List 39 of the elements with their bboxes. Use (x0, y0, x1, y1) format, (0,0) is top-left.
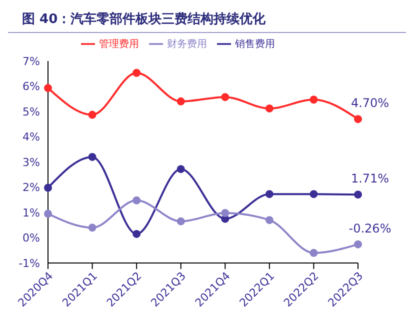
y-tick-label: 6% (22, 80, 40, 94)
point (354, 190, 362, 199)
point (176, 97, 185, 106)
y-tick-label: 2% (22, 181, 40, 194)
point (310, 248, 318, 257)
y-tick-label: 3% (22, 156, 40, 169)
point (132, 68, 141, 77)
y-tick-label: 0% (22, 232, 40, 245)
point (265, 190, 274, 198)
point (88, 152, 96, 161)
point (265, 104, 274, 112)
point (221, 209, 230, 218)
point (88, 224, 96, 232)
legend-label: 管理费用 (99, 39, 139, 50)
y-tick-label: 1% (22, 206, 40, 220)
point (310, 190, 318, 198)
point (132, 196, 141, 204)
y-tick-label: 5% (22, 105, 40, 118)
point (44, 84, 52, 92)
data-label: 4.70% (350, 96, 390, 110)
legend-label: 销售费用 (235, 39, 275, 50)
y-tick-label: 7% (22, 54, 40, 68)
point (44, 184, 52, 192)
chart-title: 图 40：汽车零部件板块三费结构持续优化 (8, 8, 406, 33)
point (132, 230, 141, 238)
data-label: -0.26% (348, 221, 392, 236)
point (354, 115, 362, 124)
point (44, 210, 52, 218)
point (265, 216, 274, 224)
point (88, 110, 96, 119)
point (176, 165, 185, 174)
y-tick-label: 4% (22, 130, 40, 144)
legend-label: 财务费用 (167, 39, 207, 50)
point (354, 240, 362, 248)
point (221, 93, 230, 102)
data-label: 1.71% (350, 172, 390, 186)
y-tick-label: -1% (18, 256, 40, 270)
point (176, 217, 185, 226)
point (310, 96, 318, 104)
